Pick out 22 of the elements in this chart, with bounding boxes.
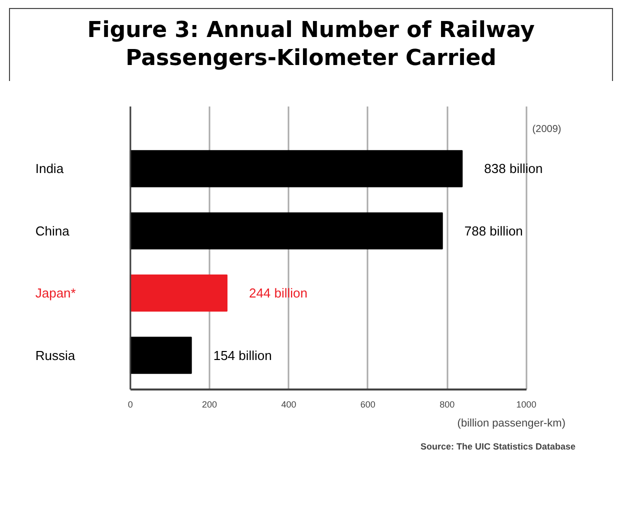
x-axis-title: (billion passenger-km) [457, 418, 566, 430]
data-label: 154 billion [213, 348, 272, 363]
y-tick-label: China [35, 223, 70, 238]
bar [130, 336, 192, 374]
x-tick-label: 1000 [516, 400, 536, 410]
chart-title: Figure 3: Annual Number of Railway Passengers-Kilometer Carried [9, 8, 613, 81]
x-tick-label: 400 [281, 400, 296, 410]
bar [130, 150, 463, 188]
bar [130, 274, 228, 312]
bar [130, 212, 443, 250]
x-tick-label: 200 [202, 400, 218, 410]
data-label: 244 billion [248, 286, 308, 301]
source-note: Source: The UIC Statistics Database [420, 442, 576, 452]
data-label: 788 billion [464, 223, 523, 238]
y-tick-label: Russia [35, 348, 76, 363]
y-tick-label: Japan* [35, 286, 76, 301]
x-tick-label: 800 [440, 400, 455, 410]
x-tick-label: 0 [128, 400, 133, 410]
x-tick-label: 600 [360, 400, 376, 410]
y-tick-label: India [35, 161, 64, 176]
data-label: 838 billion [484, 161, 543, 176]
text: (2009) [532, 124, 562, 136]
